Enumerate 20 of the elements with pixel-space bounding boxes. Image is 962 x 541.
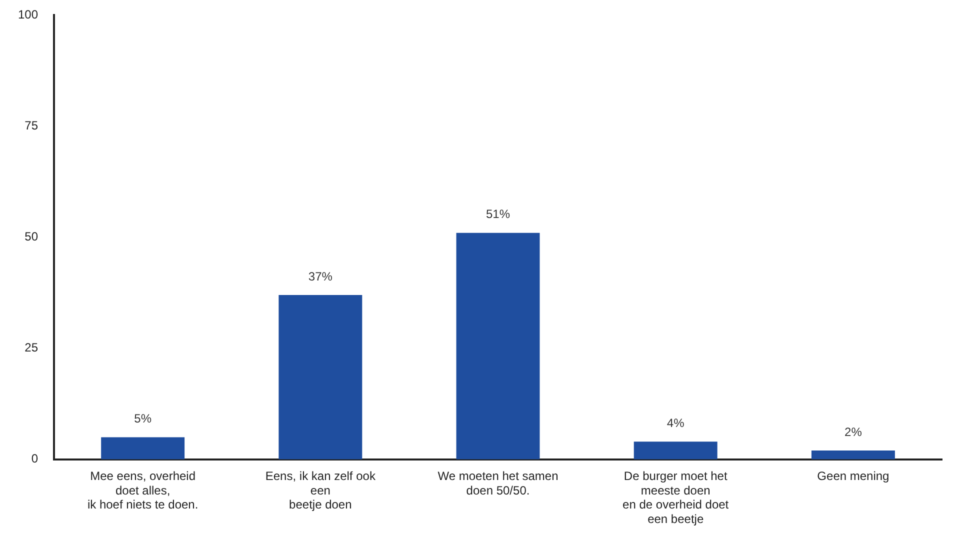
y-tick-label: 25 xyxy=(24,340,38,355)
data-label: 51% xyxy=(486,207,510,222)
y-tick-label: 0 xyxy=(31,452,38,466)
bar xyxy=(456,232,540,460)
data-label: 4% xyxy=(666,416,685,430)
bar xyxy=(101,437,185,460)
x-tick-label: Geen mening xyxy=(817,468,890,483)
y-tick-label: 75 xyxy=(24,118,38,133)
x-tick-label: Mee eens, overheid doet alles, ik hoef niets te doen. xyxy=(87,468,198,512)
bar xyxy=(634,442,718,460)
y-tick-label: 100 xyxy=(18,8,38,22)
data-label: 37% xyxy=(308,269,333,284)
data-label: 2% xyxy=(844,424,862,439)
x-tick-label: Eens, ik kan zelf ook een beetje doen xyxy=(265,468,376,512)
data-label: 5% xyxy=(134,412,152,426)
bar xyxy=(811,450,895,460)
bar xyxy=(278,295,362,460)
x-tick-label: We moeten het samen doen 50/50. xyxy=(438,468,558,498)
y-tick-label: 50 xyxy=(24,230,38,244)
x-tick-label: De burger moet het meeste doen en de overheid doet een beetje xyxy=(622,468,730,526)
